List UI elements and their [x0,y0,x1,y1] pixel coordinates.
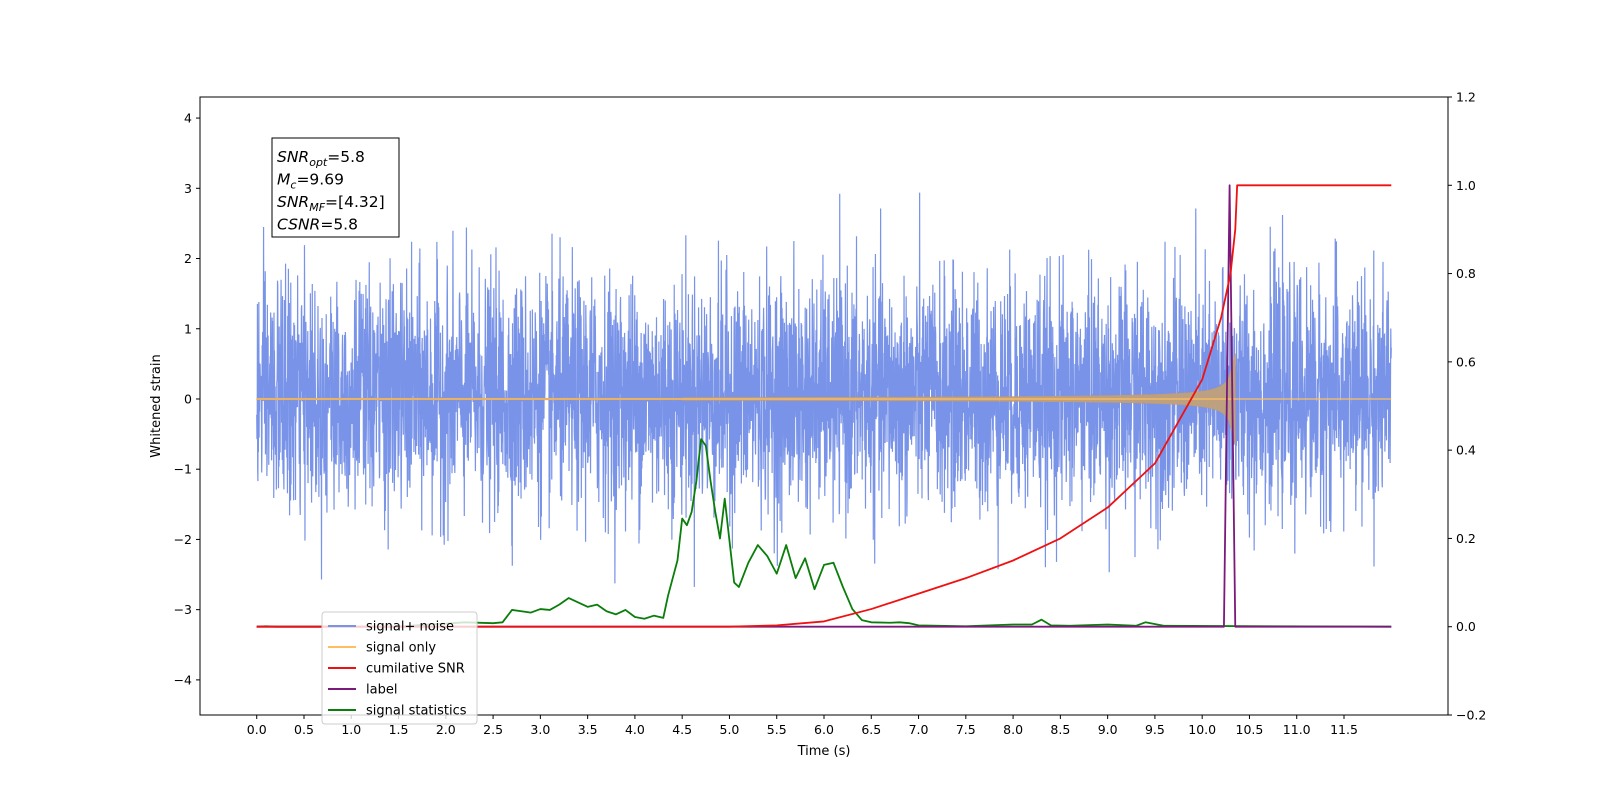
x-axis-ticks: 0.0 0.5 1.0 1.5 2.0 2.5 3.0 3.5 4.0 4.5 5.0 5.5 6.0 6… [247,715,1358,737]
annotation-line: CSNR=5.8 [277,216,358,234]
legend-label: signal statistics [366,704,467,719]
y-left-tick-label: −2 [174,532,192,547]
y-axis-left-ticks: 4 3 2 1 0 −1 −2 −3 −4 [174,111,200,687]
label-line [256,184,1392,628]
y-left-tick-label: −3 [174,602,192,617]
x-tick-label: 9.5 [1145,722,1165,737]
x-tick-label: 10.0 [1188,722,1216,737]
legend-label: signal only [366,641,436,656]
annotation-subscript: c [290,179,296,192]
x-tick-label: 5.0 [720,722,740,737]
y-left-tick-label: 4 [184,111,192,126]
x-tick-label: 9.0 [1098,722,1118,737]
annotation-symbol: SNR [277,193,309,211]
annotation-value: =5.8 [320,216,358,234]
y-right-tick-label: 1.2 [1456,90,1476,105]
x-tick-label: 10.5 [1236,722,1264,737]
annotation-value: =[4.32] [325,193,385,211]
cumulative-snr-line [256,184,1392,628]
x-tick-label: 11.5 [1330,722,1358,737]
y-right-tick-label: 0.0 [1456,619,1476,634]
x-tick-label: 7.0 [909,722,929,737]
x-tick-label: 2.0 [436,722,456,737]
label-series [256,184,1392,628]
y-right-tick-label: 1.0 [1456,178,1476,193]
signal-statistics-series [256,438,1392,628]
y-left-tick-label: 0 [184,391,192,406]
legend-label: cumilative SNR [366,662,465,677]
annotation-symbol: SNR [277,148,309,166]
x-tick-label: 4.0 [625,722,645,737]
x-tick-label: 8.5 [1050,722,1070,737]
y-axis-label: Whitened strain [149,354,164,457]
annotation-line: SNRMF=[4.32] [277,193,385,214]
x-tick-label: 8.0 [1003,722,1023,737]
x-tick-label: 1.0 [341,722,361,737]
annotation-subscript: opt [309,156,328,169]
x-axis-label: Time (s) [797,744,851,759]
annotation-subscript: MF [309,201,325,214]
x-tick-label: 0.0 [247,722,267,737]
annotation-line: Mc=9.69 [277,171,344,192]
x-tick-label: 3.0 [530,722,550,737]
legend: signal+ noise signal only cumilative SNR la… [321,611,478,725]
x-tick-label: 3.5 [578,722,598,737]
y-left-tick-label: −1 [174,462,192,477]
y-left-tick-label: 1 [184,321,192,336]
y-right-tick-label: −0.2 [1456,708,1486,723]
annotation-value: =9.69 [296,171,344,189]
legend-label: signal+ noise [366,620,454,635]
x-tick-label: 2.5 [483,722,503,737]
annotation-line: SNRopt=5.8 [277,148,365,169]
annotation-frame [271,137,400,238]
y-left-tick-label: 2 [184,251,192,266]
x-tick-label: 1.5 [389,722,409,737]
legend-label: label [366,683,397,698]
signal-noise-line [256,192,1392,587]
y-left-tick-label: −4 [174,672,192,687]
cumulative-snr-series [256,184,1392,628]
x-tick-label: 7.5 [956,722,976,737]
annotation-symbol: M [277,171,290,189]
y-axis-right-ticks: 1.2 1.0 0.8 0.6 0.4 0.2 0.0 −0.2 [1448,90,1486,723]
noise-series [256,192,1392,587]
y-left-tick-label: 3 [184,181,192,196]
x-tick-label: 4.5 [672,722,692,737]
signal-statistics-line [256,438,1392,628]
y-right-tick-label: 0.2 [1456,531,1476,546]
x-tick-label: 6.0 [814,722,834,737]
x-tick-label: 11.0 [1283,722,1311,737]
y-right-tick-label: 0.4 [1456,443,1476,458]
signal-only-series [256,353,1392,445]
y-right-tick-label: 0.6 [1456,354,1476,369]
legend-frame [321,611,478,725]
x-tick-label: 5.5 [767,722,787,737]
x-tick-label: 0.5 [294,722,314,737]
y-right-tick-label: 0.8 [1456,266,1476,281]
x-tick-label: 6.5 [861,722,881,737]
annotation-symbol: CSNR [277,216,320,234]
annotation-value: =5.8 [327,148,365,166]
